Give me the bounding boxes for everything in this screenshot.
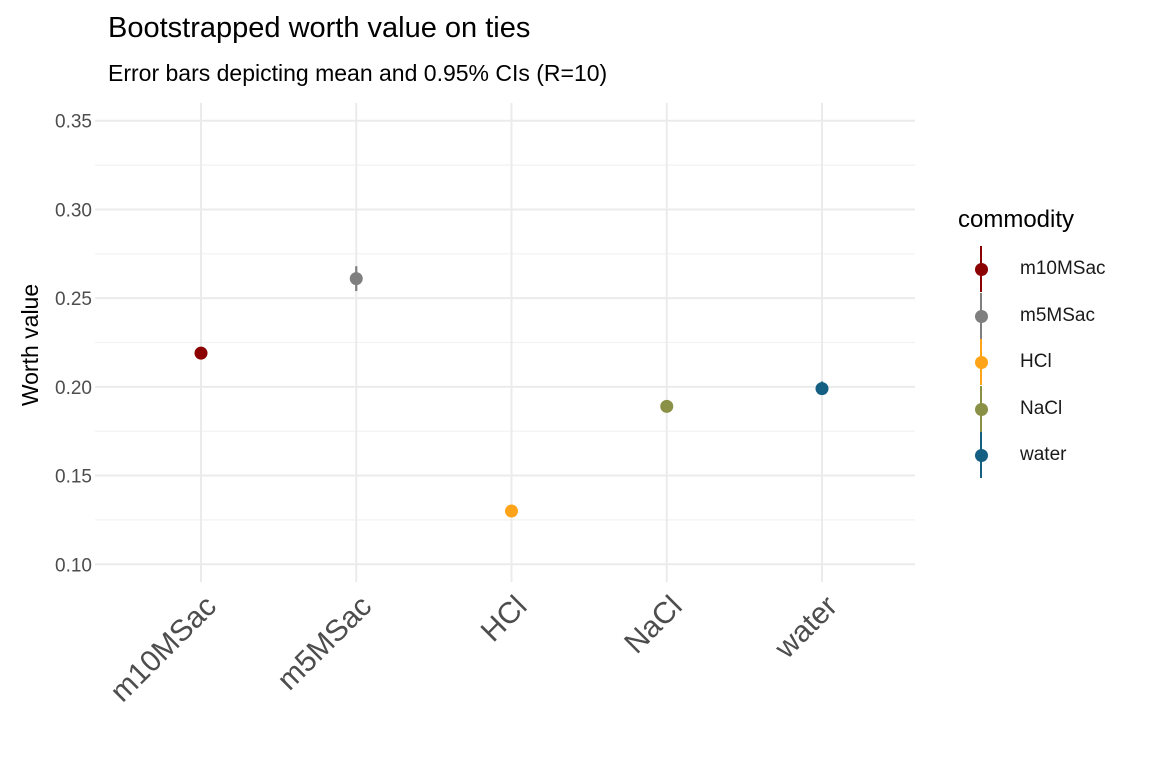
legend-label: water	[1020, 444, 1067, 466]
chart-subtitle: Error bars depicting mean and 0.95% CIs …	[108, 60, 608, 86]
legend-items: m10MSac m5MSac HCl NaCl water	[958, 246, 1106, 479]
legend-key-dot	[975, 402, 988, 416]
legend-key	[958, 432, 1004, 479]
legend-title: commodity	[958, 206, 1075, 233]
x-tick-label: water	[768, 590, 844, 666]
data-point	[660, 399, 674, 413]
x-tick-label: NaCl	[618, 590, 688, 660]
legend-key	[958, 339, 1004, 386]
legend-key	[958, 385, 1004, 432]
y-axis-label: Worth value	[17, 284, 43, 406]
legend-item: m10MSac	[958, 246, 1106, 293]
legend-key-dot	[975, 263, 988, 277]
y-tick-label: 0.20	[55, 378, 92, 399]
y-tick-label: 0.35	[55, 112, 92, 133]
legend-key-dot	[975, 356, 988, 370]
legend-key-dot	[975, 449, 988, 463]
legend-label: m5MSac	[1020, 304, 1095, 326]
y-tick-label: 0.10	[55, 555, 92, 576]
data-point	[349, 272, 363, 286]
legend-item: water	[958, 432, 1106, 479]
legend-item: NaCl	[958, 385, 1106, 433]
legend-item: HCl	[958, 339, 1106, 386]
x-tick-labels: m10MSac m5MSac HCl NaCl water	[104, 590, 844, 709]
legend-label: m10MSac	[1020, 258, 1106, 280]
data-marks	[194, 266, 829, 518]
grid-layer	[95, 103, 915, 582]
data-point	[194, 346, 208, 360]
x-tick-label: HCl	[475, 590, 534, 649]
legend-label: NaCl	[1020, 397, 1063, 419]
y-tick-label: 0.30	[55, 200, 92, 221]
data-point	[505, 504, 518, 518]
legend-label: HCl	[1020, 351, 1052, 373]
chart-title: Bootstrapped worth value on ties	[108, 12, 531, 44]
y-tick-label: 0.25	[55, 289, 92, 310]
x-tick-label: m10MSac	[104, 590, 223, 709]
legend: commodity m10MSac m5MSac HCl NaCl water	[958, 206, 1106, 479]
legend-item: m5MSac	[958, 292, 1106, 340]
legend-key	[958, 246, 1004, 293]
y-tick-label: 0.15	[55, 467, 92, 488]
data-point	[815, 382, 829, 396]
x-tick-label: m5MSac	[271, 590, 378, 697]
legend-key	[958, 292, 1004, 339]
legend-key-dot	[975, 309, 988, 323]
y-tick-labels: 0.10 0.15 0.20 0.25 0.30 0.35	[55, 112, 92, 577]
